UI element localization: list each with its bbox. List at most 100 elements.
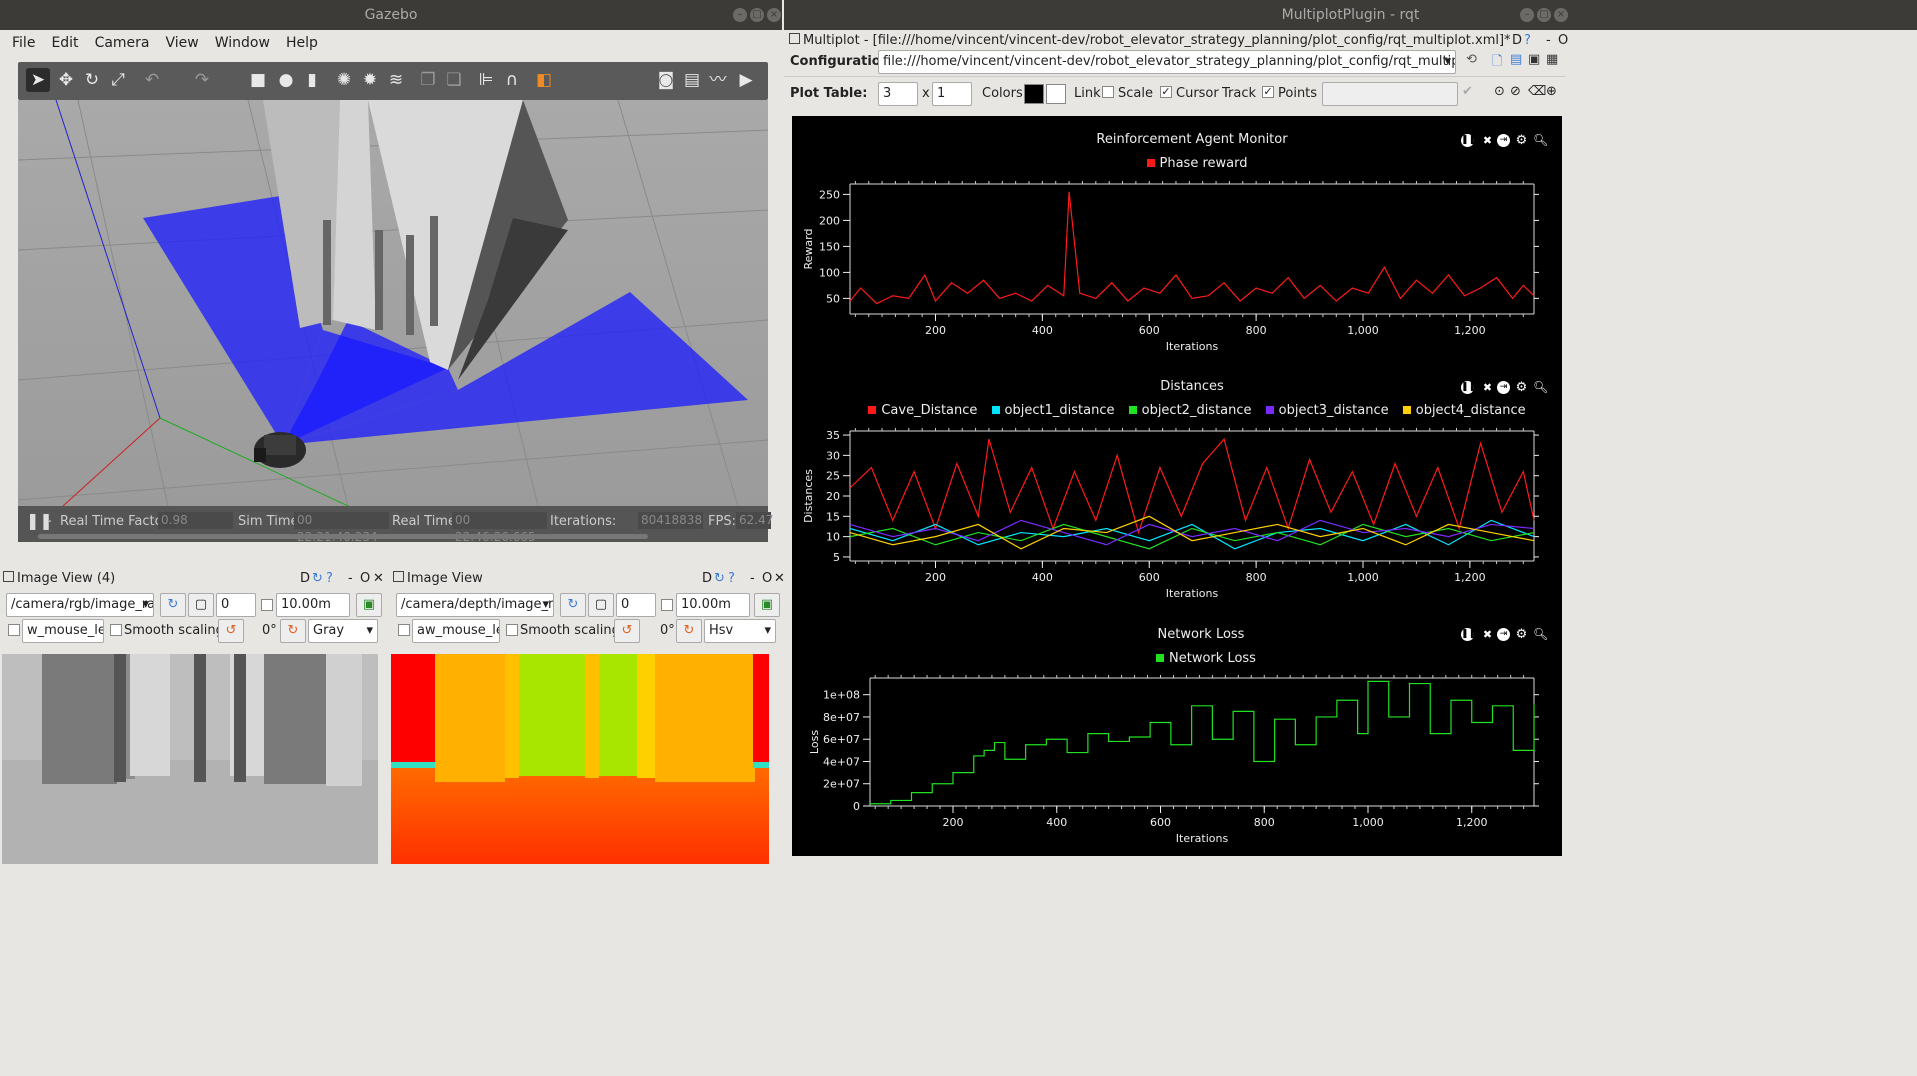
help-icon[interactable]: ? <box>326 571 333 586</box>
select-arrow-icon[interactable]: ➤ <box>26 68 50 92</box>
save-image-button[interactable]: ▢ <box>188 593 214 617</box>
points-checkbox[interactable]: ✓ <box>1262 85 1274 98</box>
refresh-topics-button[interactable]: ↻ <box>560 593 586 617</box>
collapse-icon[interactable]: - <box>1546 33 1551 48</box>
plot-rows-spinbox[interactable]: 3 <box>878 82 918 106</box>
save-image-button[interactable]: ▢ <box>588 593 614 617</box>
imageview2-topic-select[interactable]: /camera/depth/image_ra…▾ <box>396 593 554 617</box>
imageview1-range-input[interactable]: 10.00m <box>276 593 350 617</box>
link-checkbox[interactable] <box>1102 86 1114 98</box>
checkmark-icon[interactable]: ✔ <box>1462 84 1473 99</box>
collapse-icon[interactable]: - <box>348 571 353 586</box>
export-path-input[interactable] <box>1322 82 1458 106</box>
maximize-icon[interactable]: □ <box>1537 8 1551 22</box>
menu-edit[interactable]: Edit <box>51 35 79 51</box>
gazebo-3d-viewport[interactable] <box>18 100 768 506</box>
plot1-export-icon[interactable]: ⇥ <box>1497 134 1510 147</box>
plot1-clear-icon[interactable]: ✖ <box>1482 134 1493 147</box>
help-icon[interactable]: ? <box>1524 33 1531 48</box>
depth-image-display[interactable] <box>391 654 769 864</box>
menu-camera[interactable]: Camera <box>94 35 150 51</box>
scale-icon[interactable]: ⤢ <box>111 70 125 90</box>
plot1-gear-icon[interactable]: ⚙ <box>1515 133 1528 148</box>
add-icon[interactable]: ⊕ <box>1546 84 1557 99</box>
pause-all-icon[interactable]: ⊘ <box>1510 84 1521 99</box>
float-icon[interactable]: O <box>360 571 371 586</box>
step-icon[interactable]: . <box>48 511 53 526</box>
translate-icon[interactable]: ✥ <box>58 70 74 90</box>
save-config-icon[interactable]: ▣ <box>1528 52 1541 67</box>
plot3-clear-icon[interactable]: ✖ <box>1482 628 1493 641</box>
imageview2-range-input[interactable]: 10.00m <box>676 593 750 617</box>
clear-icon[interactable]: ⌫ <box>1528 84 1547 99</box>
imageview1-colormap-select[interactable]: Gray ▾ <box>308 619 378 643</box>
align-icon[interactable]: ⊫ <box>478 70 494 90</box>
plot-cols-spinbox[interactable]: 1 <box>932 82 972 106</box>
imageview1-topic-select[interactable]: /camera/rgb/image_ra… ▾ <box>6 593 154 617</box>
smooth-scaling-checkbox[interactable] <box>506 624 518 636</box>
snap-icon[interactable]: ∩ <box>505 70 519 90</box>
imageview2-colormap-select[interactable]: Hsv ▾ <box>704 619 776 643</box>
configuration-select[interactable]: file:///home/vincent/vincent-dev/robot_e… <box>878 50 1456 74</box>
video-icon[interactable]: ▶ <box>739 70 753 90</box>
rotate-left-button[interactable]: ↺ <box>614 619 640 643</box>
spot-light-icon[interactable]: ✹ <box>362 70 378 90</box>
refresh-topics-button[interactable]: ↻ <box>160 593 186 617</box>
new-config-icon[interactable]: 🗋 <box>1492 54 1503 69</box>
plot1-pause-icon[interactable]: ❚❚ <box>1461 134 1477 147</box>
plot2-zoom-icon[interactable]: 🔍︎ <box>1533 380 1549 394</box>
background-color-button[interactable] <box>1046 84 1066 104</box>
dynamic-range-checkbox[interactable] <box>261 599 273 611</box>
imageview1-spinbox[interactable]: 0 <box>216 593 256 617</box>
robot-model[interactable] <box>254 432 306 468</box>
dynamic-range-checkbox[interactable] <box>661 599 673 611</box>
help-icon[interactable]: ? <box>728 571 735 586</box>
maximize-icon[interactable]: □ <box>750 8 764 22</box>
foreground-color-button[interactable] <box>1024 84 1044 104</box>
rgb-image-display[interactable] <box>2 654 378 864</box>
image-save-icon-button[interactable]: ▣ <box>356 593 382 617</box>
menu-help[interactable]: Help <box>285 35 318 51</box>
config-reload-icon[interactable]: ⟲ <box>1466 52 1477 67</box>
mouse-checkbox[interactable] <box>8 624 20 636</box>
mouse-checkbox[interactable] <box>398 624 410 636</box>
paste-icon[interactable]: ❏ <box>446 70 462 90</box>
plot2-export-icon[interactable]: ⇥ <box>1497 381 1510 394</box>
close-icon[interactable]: × <box>1554 8 1568 22</box>
log-icon[interactable]: ▤ <box>683 70 701 90</box>
point-light-icon[interactable]: ✺ <box>336 70 352 90</box>
save-as-config-icon[interactable]: ▦ <box>1546 52 1559 67</box>
view-angle-icon[interactable]: ◧ <box>535 70 553 90</box>
sphere-shape-icon[interactable]: ● <box>278 70 294 90</box>
smooth-scaling-checkbox[interactable] <box>110 624 122 636</box>
copy-icon[interactable]: ❐ <box>420 70 436 90</box>
minimize-icon[interactable]: – <box>733 8 747 22</box>
reload-icon[interactable]: ↻ <box>714 571 725 586</box>
close-icon[interactable]: ✕ <box>373 571 384 586</box>
plot3-export-icon[interactable]: ⇥ <box>1497 628 1510 641</box>
screenshot-icon[interactable]: ◙ <box>657 70 675 90</box>
plot3-zoom-icon[interactable]: 🔍︎ <box>1533 627 1549 641</box>
plots-svg[interactable]: 200 400 600 800 1,000 1,20050100150200250Iter… <box>792 116 1562 856</box>
cursor-checkbox[interactable]: ✓ <box>1160 85 1172 98</box>
pause-icon[interactable]: ❚❚ <box>26 511 53 530</box>
cylinder-shape-icon[interactable]: ▮ <box>307 70 317 90</box>
plot2-pause-icon[interactable]: ❚❚ <box>1461 381 1477 394</box>
image-save-icon-button[interactable]: ▣ <box>754 593 780 617</box>
rotate-right-button[interactable]: ↻ <box>280 619 306 643</box>
collapse-icon[interactable]: - <box>750 571 755 586</box>
redo-icon[interactable]: ↷ <box>194 70 210 90</box>
undo-icon[interactable]: ↶ <box>144 70 160 90</box>
plot-icon[interactable]: 〰 <box>709 70 727 90</box>
horizontal-scrollbar[interactable] <box>38 534 648 539</box>
reload-icon[interactable]: ↻ <box>312 571 323 586</box>
menu-view[interactable]: View <box>165 35 199 51</box>
directional-light-icon[interactable]: ≋ <box>388 70 404 90</box>
plot2-clear-icon[interactable]: ✖ <box>1482 381 1493 394</box>
rotate-left-button[interactable]: ↺ <box>218 619 244 643</box>
plot2-gear-icon[interactable]: ⚙ <box>1515 380 1528 395</box>
rotate-right-button[interactable]: ↻ <box>676 619 702 643</box>
plot1-zoom-icon[interactable]: 🔍︎ <box>1533 133 1549 147</box>
minimize-icon[interactable]: – <box>1520 8 1534 22</box>
imageview2-mouse-topic[interactable]: aw_mouse_left <box>412 619 500 643</box>
